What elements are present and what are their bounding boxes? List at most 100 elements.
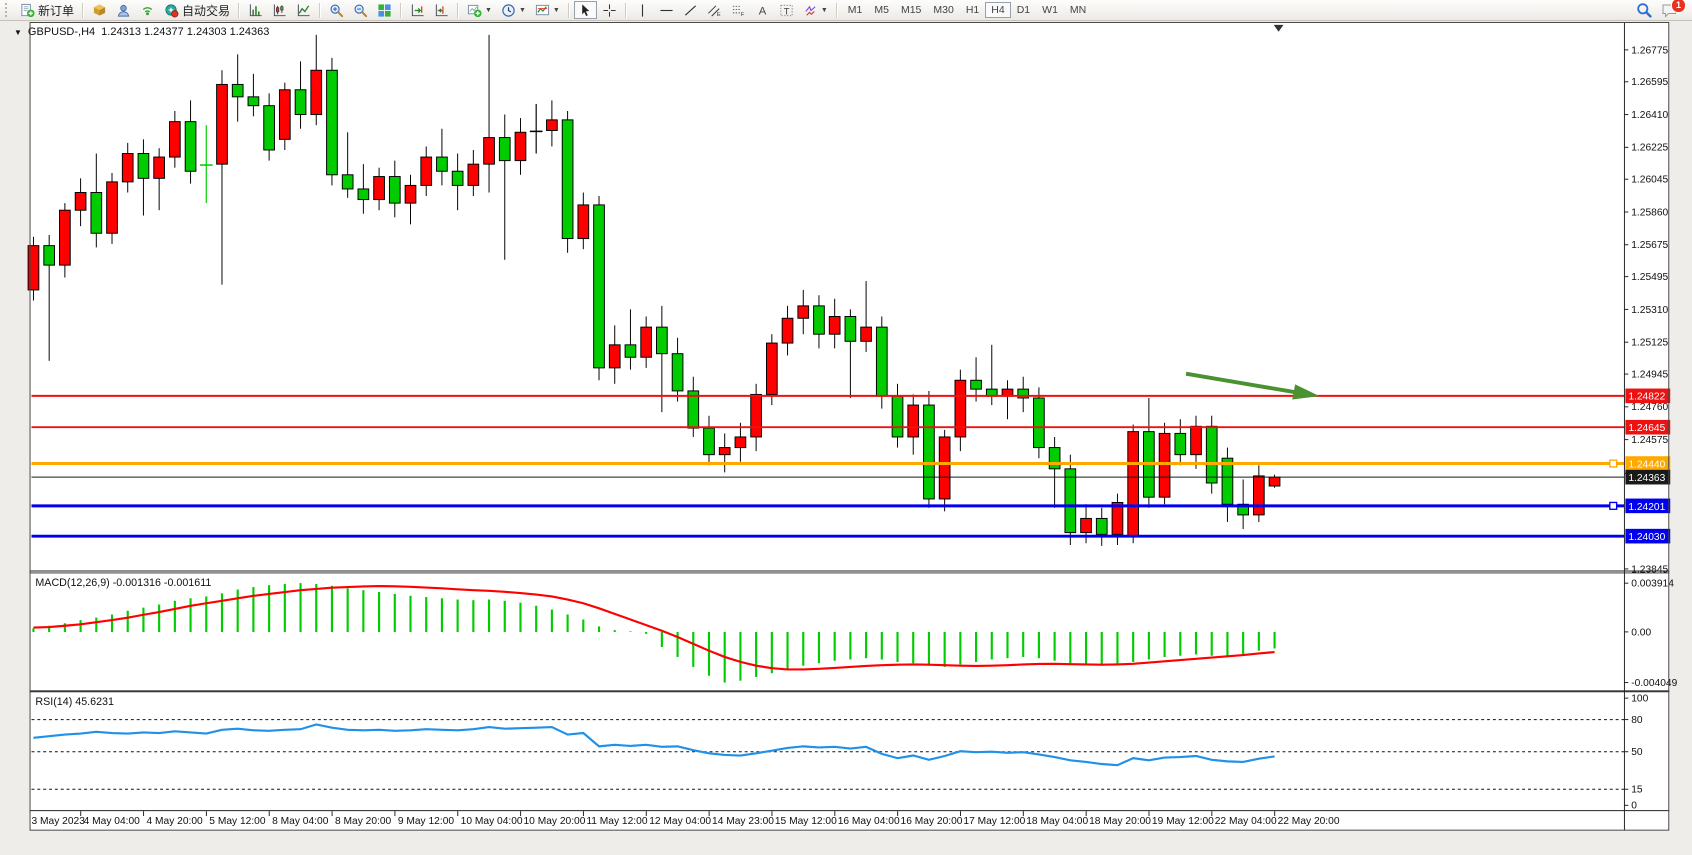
svg-text:1.25675: 1.25675 bbox=[1631, 240, 1668, 251]
svg-text:1.24575: 1.24575 bbox=[1631, 435, 1668, 446]
line-chart-button[interactable] bbox=[292, 1, 315, 19]
chart-shift-button[interactable] bbox=[430, 1, 453, 19]
cursor-icon bbox=[578, 3, 593, 18]
arrows-tool[interactable]: ▼ bbox=[799, 1, 832, 19]
svg-text:22 May 04:00: 22 May 04:00 bbox=[1215, 816, 1277, 827]
zoom-in-button[interactable] bbox=[325, 1, 348, 19]
search-button[interactable] bbox=[1632, 1, 1656, 19]
svg-text:0.003914: 0.003914 bbox=[1631, 579, 1674, 590]
tab-timeframe-M1[interactable]: M1 bbox=[842, 2, 869, 18]
auto-scroll-icon bbox=[410, 3, 425, 18]
dropdown-caret-icon[interactable]: ▼ bbox=[552, 6, 560, 14]
price-axis[interactable]: 1.26775 1.26595 1.26410 1.26225 1.26045 1.258… bbox=[1623, 22, 1678, 831]
label-tool[interactable]: T bbox=[775, 1, 798, 19]
arrows-icon bbox=[803, 3, 818, 18]
cursor-tool-button[interactable] bbox=[573, 1, 597, 19]
tab-timeframe-D1[interactable]: D1 bbox=[1011, 2, 1036, 18]
gold-cube-icon bbox=[92, 3, 107, 18]
text-tool[interactable]: A bbox=[751, 1, 774, 19]
crosshair-tool-button[interactable] bbox=[598, 1, 621, 19]
dropdown-caret-icon[interactable]: ▼ bbox=[485, 6, 492, 14]
chart-menu-icon[interactable]: ▼ bbox=[14, 27, 22, 37]
periods-button[interactable]: ▼ bbox=[497, 1, 530, 19]
profile-icon bbox=[116, 3, 131, 18]
tab-timeframe-M30[interactable]: M30 bbox=[927, 2, 959, 18]
timeframe-toolbar: M1 M5 M15 M30 H1 H4 D1 W1 MN bbox=[842, 2, 1092, 18]
svg-text:10 May 20:00: 10 May 20:00 bbox=[524, 816, 586, 827]
svg-text:22 May 20:00: 22 May 20:00 bbox=[1278, 816, 1340, 827]
shift-marker-icon[interactable] bbox=[1273, 24, 1284, 32]
zoom-out-icon bbox=[353, 3, 368, 18]
fibonacci-tool[interactable]: F bbox=[727, 1, 750, 19]
svg-text:3 May 2023: 3 May 2023 bbox=[32, 816, 86, 827]
svg-text:4 May 04:00: 4 May 04:00 bbox=[84, 816, 141, 827]
market-button[interactable] bbox=[88, 1, 111, 19]
toolbar-grip[interactable] bbox=[5, 3, 12, 17]
svg-text:1.26045: 1.26045 bbox=[1631, 175, 1668, 186]
tab-timeframe-M5[interactable]: M5 bbox=[868, 2, 895, 18]
tab-timeframe-W1[interactable]: W1 bbox=[1036, 2, 1064, 18]
bar-chart-button[interactable] bbox=[244, 1, 267, 19]
tab-timeframe-M15[interactable]: M15 bbox=[895, 2, 927, 18]
svg-text:17 May 12:00: 17 May 12:00 bbox=[963, 816, 1025, 827]
line-chart-icon bbox=[296, 3, 311, 18]
svg-text:15: 15 bbox=[1631, 785, 1643, 796]
horizontal-lines[interactable] bbox=[31, 394, 1625, 538]
svg-text:1.24030: 1.24030 bbox=[1628, 532, 1665, 543]
crosshair-icon bbox=[602, 3, 617, 18]
indicators-button[interactable]: ▼ bbox=[463, 1, 496, 19]
tab-timeframe-MN[interactable]: MN bbox=[1064, 2, 1092, 18]
signal-button[interactable] bbox=[136, 1, 159, 19]
zoom-out-button[interactable] bbox=[349, 1, 372, 19]
templates-button[interactable]: ▼ bbox=[531, 1, 564, 19]
auto-trading-button[interactable]: 自动交易 bbox=[160, 1, 234, 19]
svg-text:1.24363: 1.24363 bbox=[1628, 473, 1665, 484]
separator bbox=[457, 2, 460, 18]
tab-timeframe-H4[interactable]: H4 bbox=[985, 2, 1011, 18]
text-icon: A bbox=[755, 3, 770, 18]
dropdown-caret-icon[interactable]: ▼ bbox=[820, 6, 828, 14]
chart-symbol-period: GBPUSD-,H4 bbox=[27, 26, 96, 38]
tab-timeframe-H1[interactable]: H1 bbox=[960, 2, 985, 18]
horizontal-line-icon bbox=[659, 3, 674, 18]
trend-arrow-annotation[interactable] bbox=[1185, 371, 1320, 400]
tile-windows-button[interactable] bbox=[373, 1, 396, 19]
svg-text:19 May 12:00: 19 May 12:00 bbox=[1152, 816, 1214, 827]
new-order-icon bbox=[20, 3, 35, 18]
svg-text:50: 50 bbox=[1631, 747, 1643, 758]
svg-text:1.24822: 1.24822 bbox=[1628, 392, 1665, 403]
horizontal-line-tool[interactable] bbox=[655, 1, 678, 19]
svg-text:1.24645: 1.24645 bbox=[1628, 423, 1665, 434]
svg-text:16 May 04:00: 16 May 04:00 bbox=[838, 816, 900, 827]
rsi-pane[interactable]: RSI(14) 45.6231 bbox=[31, 696, 1625, 790]
chart-canvas[interactable]: MACD(12,26,9) -0.001316 -0.001611 RSI(14)… bbox=[0, 22, 1692, 855]
svg-text:1.26595: 1.26595 bbox=[1631, 77, 1668, 88]
signal-icon bbox=[140, 3, 155, 18]
svg-text:18 May 20:00: 18 May 20:00 bbox=[1089, 816, 1151, 827]
trendline-tool[interactable] bbox=[679, 1, 702, 19]
svg-text:0.00: 0.00 bbox=[1631, 627, 1651, 638]
channel-tool[interactable]: E bbox=[703, 1, 726, 19]
profile-button[interactable] bbox=[112, 1, 135, 19]
vertical-line-tool[interactable] bbox=[631, 1, 654, 19]
new-order-button[interactable]: 新订单 bbox=[16, 1, 78, 19]
template-icon bbox=[535, 3, 550, 18]
separator bbox=[82, 2, 85, 18]
tile-windows-icon bbox=[377, 3, 392, 18]
auto-scroll-button[interactable] bbox=[406, 1, 429, 19]
chat-button[interactable]: 1 bbox=[1657, 0, 1686, 19]
candlestick-chart-button[interactable] bbox=[268, 1, 291, 19]
svg-text:18 May 04:00: 18 May 04:00 bbox=[1026, 816, 1088, 827]
zoom-in-icon bbox=[329, 3, 344, 18]
macd-pane[interactable]: MACD(12,26,9) -0.001316 -0.001611 bbox=[32, 577, 1276, 683]
svg-text:16 May 20:00: 16 May 20:00 bbox=[901, 816, 963, 827]
svg-text:1.24201: 1.24201 bbox=[1628, 502, 1665, 513]
svg-text:15 May 12:00: 15 May 12:00 bbox=[775, 816, 837, 827]
dropdown-caret-icon[interactable]: ▼ bbox=[518, 6, 526, 14]
svg-text:8 May 04:00: 8 May 04:00 bbox=[272, 816, 329, 827]
separator bbox=[400, 2, 403, 18]
bar-chart-icon bbox=[248, 3, 263, 18]
svg-text:-0.004049: -0.004049 bbox=[1631, 678, 1677, 689]
svg-text:A: A bbox=[759, 5, 767, 17]
